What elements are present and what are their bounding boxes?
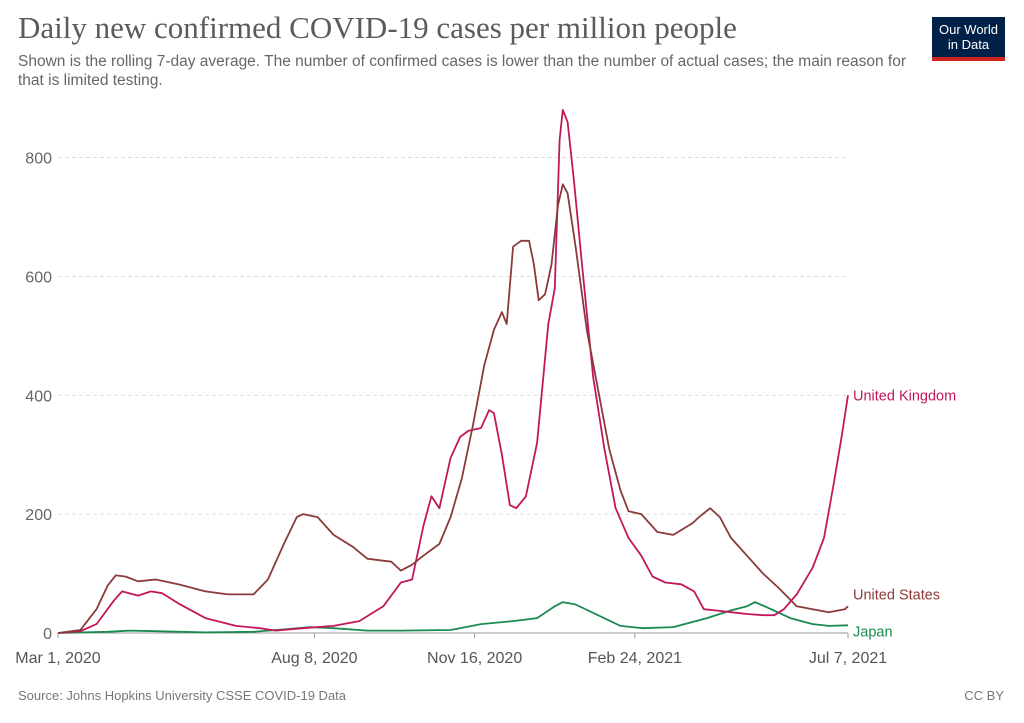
grid-lines: [58, 157, 848, 515]
series-line-united-kingdom: [57, 109, 849, 634]
x-tick-label: Mar 1, 2020: [15, 650, 100, 667]
x-tick-label: Feb 24, 2021: [588, 650, 682, 667]
source-note: Source: Johns Hopkins University CSSE CO…: [18, 688, 347, 703]
y-tick-label: 600: [25, 269, 52, 286]
logo-line-1: Our World: [939, 22, 998, 37]
chart-title: Daily new confirmed COVID-19 cases per m…: [18, 10, 737, 45]
owid-logo[interactable]: Our World in Data: [932, 17, 1005, 61]
x-tick-label: Nov 16, 2020: [427, 650, 522, 667]
x-tick-label: Jul 7, 2021: [809, 650, 887, 667]
axes: 0 200 400 600 800 Mar 1, 2020 Aug 8, 2020 Nov 1…: [15, 151, 887, 667]
y-tick-label: 0: [43, 626, 52, 643]
series-label-united-kingdom: United Kingdom: [853, 388, 956, 404]
series-lines: [57, 109, 849, 634]
logo-line-2: in Data: [947, 37, 990, 52]
chart-subtitle: Shown is the rolling 7-day average. The …: [18, 53, 906, 89]
series-label-united-states: United States: [853, 587, 940, 603]
series-labels: Japan United Kingdom United States: [853, 388, 956, 640]
x-tick-label: Aug 8, 2020: [271, 650, 357, 667]
series-line-united-states: [57, 183, 849, 634]
y-tick-label: 200: [25, 507, 52, 524]
y-tick-label: 400: [25, 388, 52, 405]
y-tick-label: 800: [25, 151, 52, 168]
series-label-japan: Japan: [853, 624, 893, 640]
series-line-japan: [57, 601, 849, 634]
license-link[interactable]: CC BY: [964, 688, 1004, 703]
